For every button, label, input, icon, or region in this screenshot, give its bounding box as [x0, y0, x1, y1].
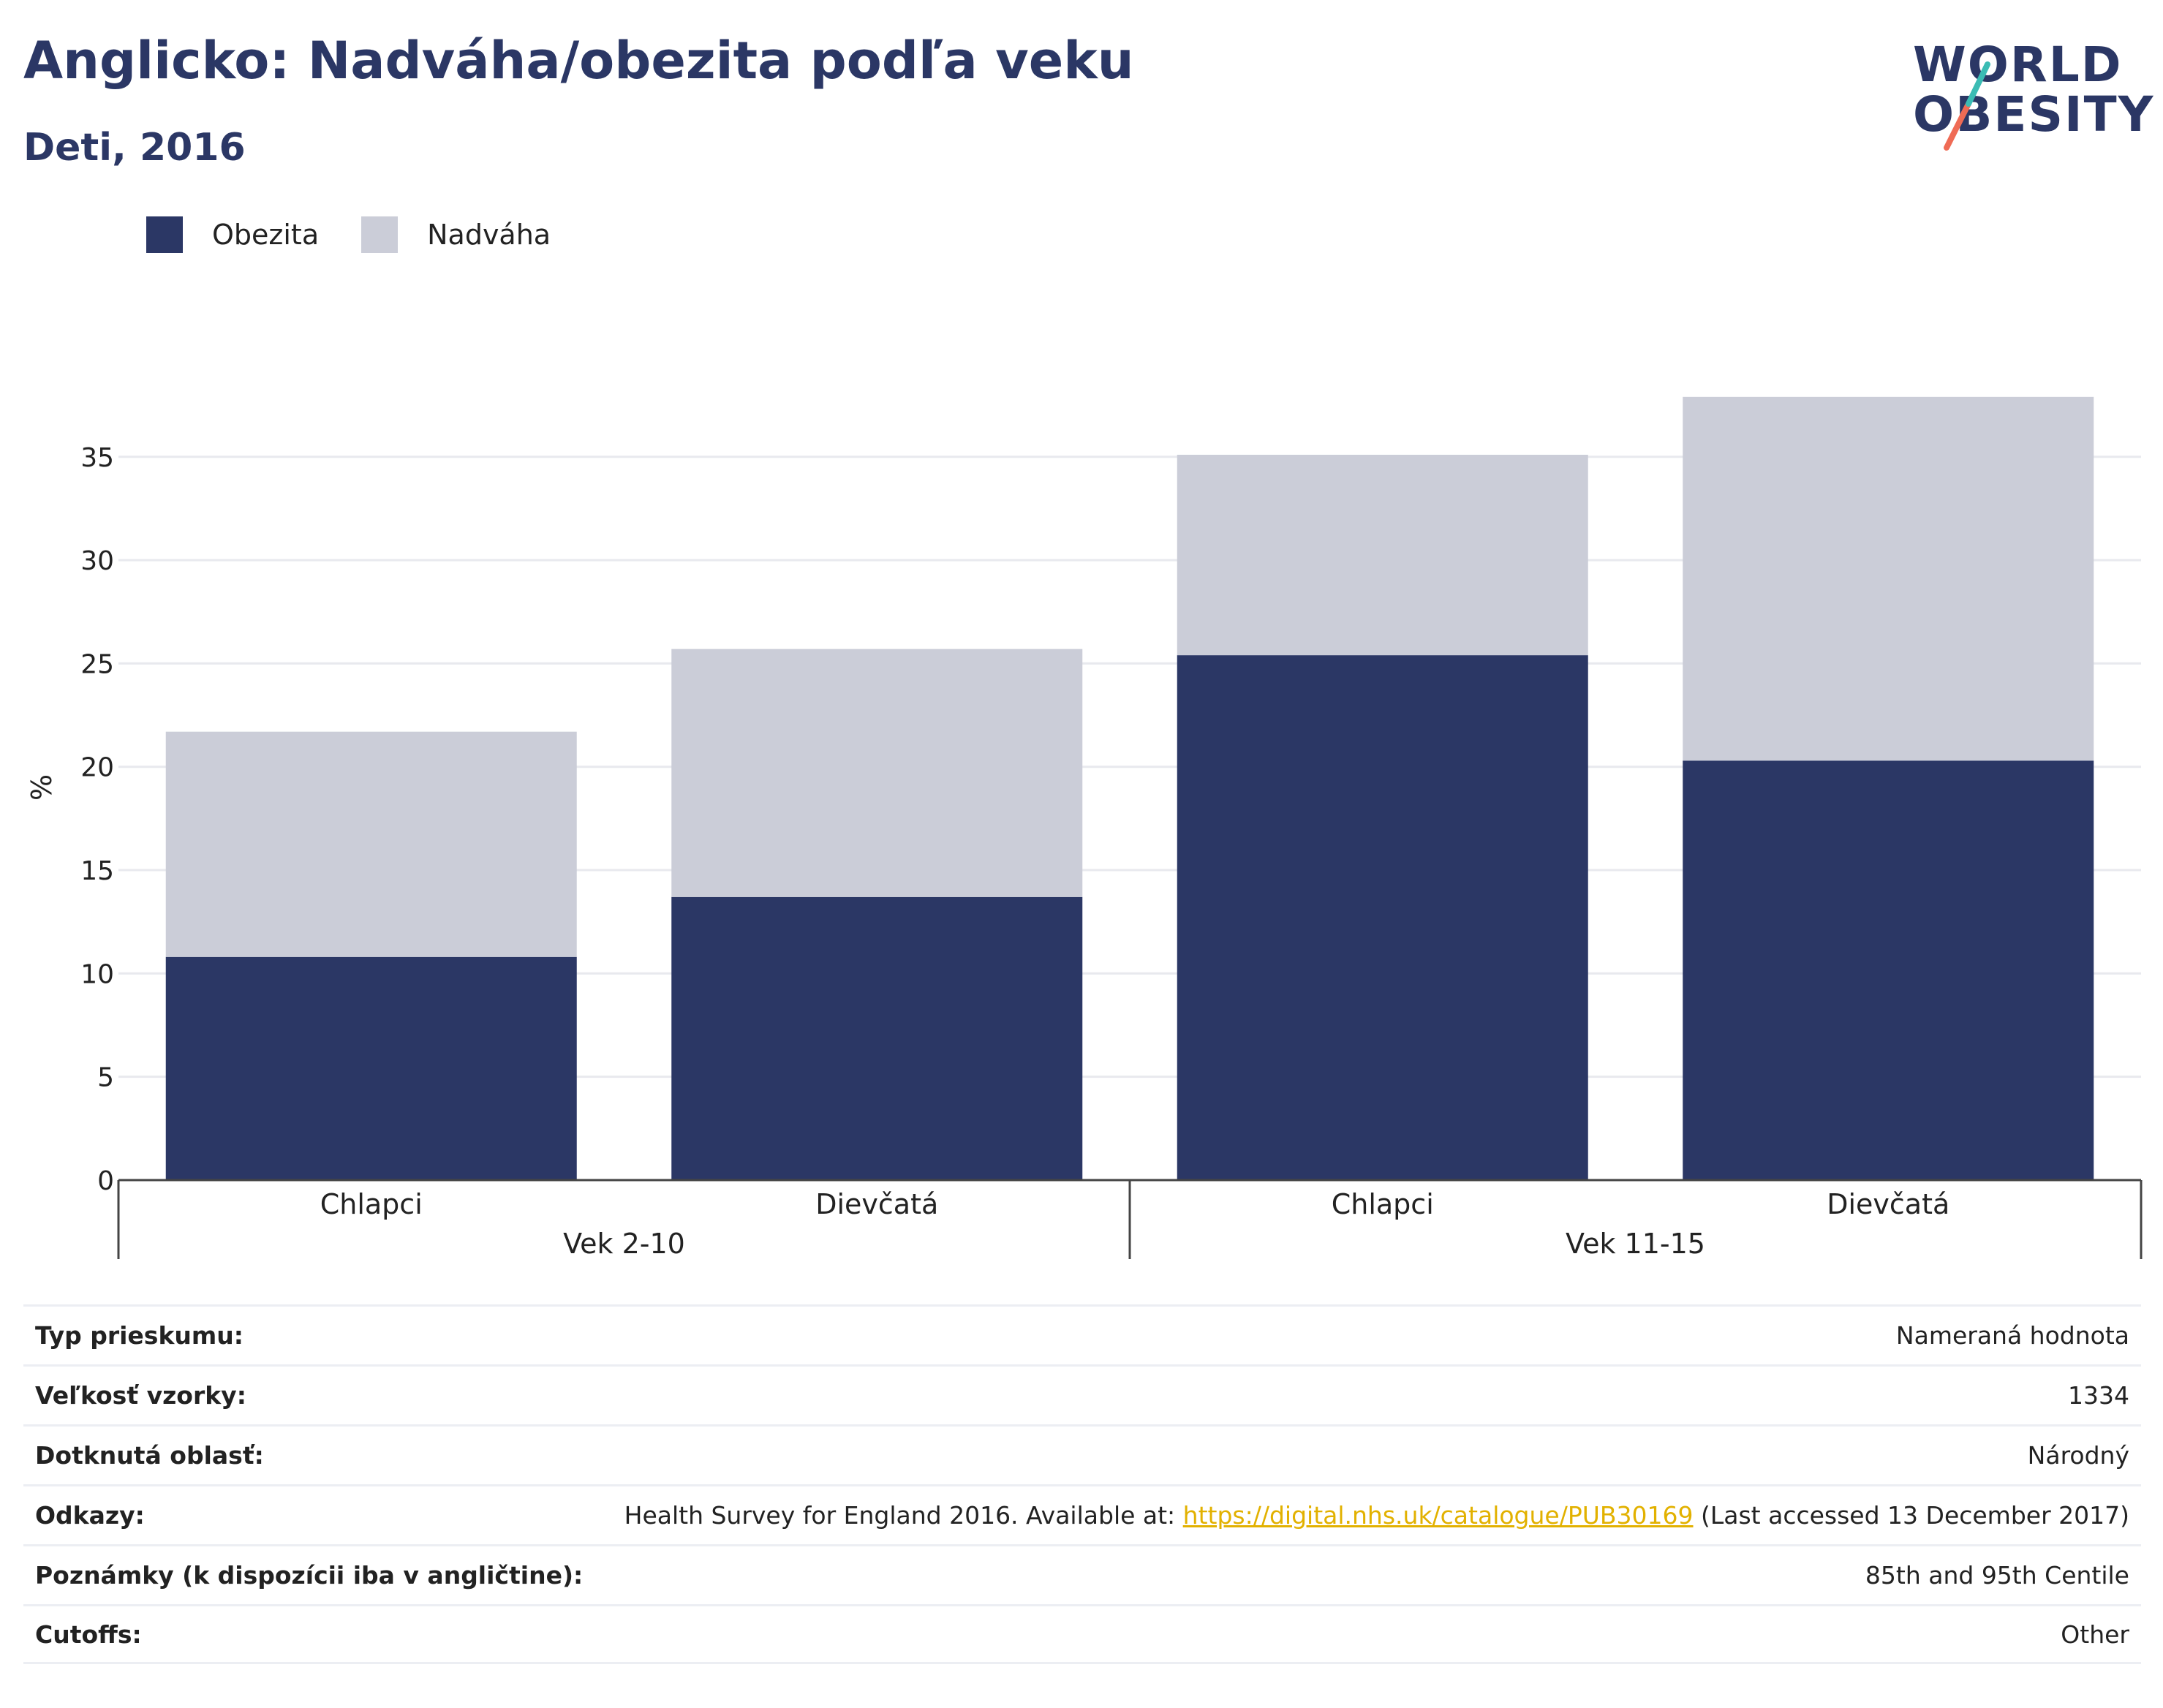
- table-row: Poznámky (k dispozícii iba v angličtine)…: [23, 1544, 2141, 1604]
- table-row: Cutoffs: Other: [23, 1604, 2141, 1664]
- table-row: Odkazy: Health Survey for England 2016. …: [23, 1484, 2141, 1544]
- reference-text-pre: Health Survey for England 2016. Availabl…: [624, 1501, 1183, 1530]
- x-tick-label: Chlapci: [320, 1188, 423, 1220]
- x-tick-label: Dievčatá: [1827, 1188, 1949, 1220]
- bar-obezita: [671, 896, 1083, 1180]
- row-value: Health Survey for England 2016. Availabl…: [624, 1501, 2129, 1530]
- legend-swatch-obezita: [146, 216, 183, 253]
- bar-nadvaha: [1683, 396, 2094, 761]
- world-obesity-logo: WORLD OBESITY: [1901, 31, 2153, 155]
- bar-obezita: [1683, 760, 2094, 1180]
- legend-item-obezita[interactable]: Obezita: [146, 216, 319, 253]
- y-tick-label: 30: [80, 546, 114, 576]
- logo-slash-icon: [1944, 61, 1990, 151]
- chart-legend: Obezita Nadváha: [146, 216, 593, 253]
- row-value: Other: [2061, 1620, 2129, 1649]
- row-key: Dotknutá oblasť:: [35, 1441, 264, 1470]
- y-tick-label: 15: [80, 856, 114, 886]
- reference-text-post: (Last accessed 13 December 2017): [1693, 1501, 2129, 1530]
- x-tick-label: Dievčatá: [815, 1188, 938, 1220]
- legend-label-obezita: Obezita: [212, 219, 320, 251]
- y-tick-label: 35: [80, 443, 114, 473]
- row-key: Odkazy:: [35, 1501, 145, 1530]
- chart-title: Anglicko: Nadváha/obezita podľa veku: [23, 31, 1134, 91]
- row-value: Nameraná hodnota: [1895, 1321, 2129, 1350]
- bar-obezita: [1177, 655, 1588, 1180]
- y-tick-label: 10: [80, 959, 114, 989]
- row-key: Typ prieskumu:: [35, 1321, 244, 1350]
- row-value: Národný: [2027, 1441, 2129, 1470]
- table-row: Typ prieskumu: Nameraná hodnota: [23, 1304, 2141, 1364]
- table-row: Veľkosť vzorky: 1334: [23, 1364, 2141, 1424]
- y-tick-label: 0: [97, 1166, 114, 1196]
- y-tick-label: 25: [80, 649, 114, 679]
- table-row: Dotknutá oblasť: Národný: [23, 1424, 2141, 1484]
- metadata-table: Typ prieskumu: Nameraná hodnota Veľkosť …: [23, 1304, 2141, 1664]
- x-tick-label: Chlapci: [1332, 1188, 1434, 1220]
- legend-item-nadvaha[interactable]: Nadváha: [361, 216, 551, 253]
- y-tick-label: 5: [97, 1063, 114, 1093]
- chart-subtitle: Deti, 2016: [23, 126, 246, 170]
- bar-obezita: [165, 956, 577, 1180]
- logo-line-1: WORLD: [1913, 37, 2123, 93]
- legend-swatch-nadvaha: [361, 216, 399, 253]
- bar-nadvaha: [1177, 454, 1588, 656]
- stacked-bar-chart: 0 5 10 15 20 25 30 35% Chlapci Dievčatá Chlapci Die…: [26, 396, 2143, 1260]
- legend-label-nadvaha: Nadváha: [427, 219, 551, 251]
- row-value: 1334: [2068, 1381, 2129, 1410]
- y-tick-label: 20: [80, 753, 114, 783]
- bar-nadvaha: [165, 731, 577, 957]
- row-value: 85th and 95th Centile: [1865, 1561, 2129, 1590]
- row-key: Veľkosť vzorky:: [35, 1381, 246, 1410]
- bar-nadvaha: [671, 649, 1083, 897]
- group-label: Vek 2-10: [563, 1228, 685, 1260]
- y-axis-label: %: [26, 774, 58, 801]
- group-label: Vek 11-15: [1566, 1228, 1705, 1260]
- row-key: Cutoffs:: [35, 1620, 142, 1649]
- row-key: Poznámky (k dispozícii iba v angličtine)…: [35, 1561, 584, 1590]
- reference-link[interactable]: https://digital.nhs.uk/catalogue/PUB3016…: [1182, 1501, 1694, 1530]
